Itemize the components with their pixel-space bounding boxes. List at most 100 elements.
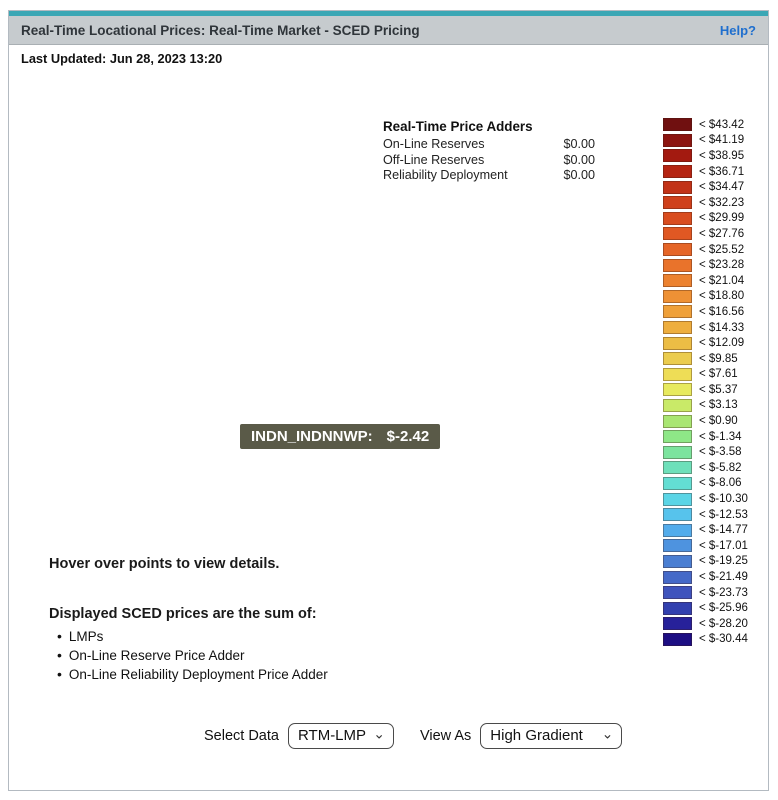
legend-entry: < $-23.73 — [663, 585, 748, 601]
legend-swatch — [663, 398, 692, 412]
tooltip-node-name: INDN_INDNNWP: — [251, 428, 373, 445]
legend-entry: < $-8.06 — [663, 476, 748, 492]
legend-label: < $36.71 — [699, 165, 745, 178]
legend-entry: < $27.76 — [663, 226, 748, 242]
legend-label: < $-8.06 — [699, 477, 742, 490]
legend-entry: < $29.99 — [663, 211, 748, 227]
select-data-dropdown[interactable]: RTM-LMP — [287, 723, 394, 749]
select-data-label: Select Data — [204, 728, 279, 744]
top-accent-bar — [9, 11, 768, 16]
legend-label: < $21.04 — [699, 274, 745, 287]
legend-label: < $32.23 — [699, 196, 745, 209]
price-adders-rows: On-Line Reserves $0.00 Off-Line Reserves $0… — [383, 137, 595, 184]
last-updated-label: Last Updated: Jun 28, 2023 13:20 — [21, 51, 223, 66]
hover-hint-text: Hover over points to view details. — [49, 556, 280, 572]
legend-swatch — [663, 227, 692, 241]
legend-swatch — [663, 165, 692, 179]
price-adder-row: Off-Line Reserves $0.00 — [383, 153, 595, 169]
legend-swatch — [663, 461, 692, 475]
legend-entry: < $21.04 — [663, 273, 748, 289]
legend-label: < $23.28 — [699, 259, 745, 272]
legend-label: < $-12.53 — [699, 508, 748, 521]
price-adder-value: $0.00 — [563, 168, 595, 182]
legend-label: < $-19.25 — [699, 555, 748, 568]
legend-swatch — [663, 336, 692, 350]
legend-entry: < $23.28 — [663, 257, 748, 273]
legend-swatch — [663, 211, 692, 225]
legend-swatch — [663, 133, 692, 147]
price-legend: < $43.42 < $41.19 < $38.95 < $36.71 < $34.47… — [663, 117, 748, 647]
legend-swatch — [663, 476, 692, 490]
legend-label: < $-1.34 — [699, 430, 742, 443]
legend-entry: < $-21.49 — [663, 569, 748, 585]
legend-swatch — [663, 243, 692, 257]
legend-entry: < $-25.96 — [663, 600, 748, 616]
sced-note: Displayed SCED prices are the sum of: LM… — [49, 606, 328, 684]
legend-entry: < $0.90 — [663, 413, 748, 429]
price-adder-label: On-Line Reserves — [383, 137, 485, 151]
legend-label: < $25.52 — [699, 243, 745, 256]
legend-swatch — [663, 632, 692, 646]
legend-label: < $-14.77 — [699, 524, 748, 537]
legend-label: < $43.42 — [699, 118, 745, 131]
legend-swatch — [663, 586, 692, 600]
legend-label: < $9.85 — [699, 352, 738, 365]
tooltip-price-value: $-2.42 — [386, 428, 430, 445]
legend-entry: < $12.09 — [663, 335, 748, 351]
legend-entry: < $5.37 — [663, 382, 748, 398]
legend-label: < $29.99 — [699, 212, 745, 225]
legend-label: < $-25.96 — [699, 602, 748, 615]
legend-label: < $-23.73 — [699, 586, 748, 599]
legend-label: < $-21.49 — [699, 571, 748, 584]
legend-entry: < $32.23 — [663, 195, 748, 211]
legend-entry: < $18.80 — [663, 289, 748, 305]
page-title: Real-Time Locational Prices: Real-Time M… — [21, 22, 420, 38]
price-adder-label: Off-Line Reserves — [383, 152, 485, 167]
legend-label: < $3.13 — [699, 399, 738, 412]
legend-label: < $27.76 — [699, 227, 745, 240]
legend-swatch — [663, 258, 692, 272]
legend-entry: < $-14.77 — [663, 522, 748, 538]
legend-label: < $-17.01 — [699, 539, 748, 552]
legend-swatch — [663, 492, 692, 506]
legend-swatch — [663, 305, 692, 319]
price-adder-value: $0.00 — [563, 137, 595, 151]
legend-entry: < $-28.20 — [663, 616, 748, 632]
view-as-dropdown[interactable]: High Gradient — [480, 723, 623, 749]
legend-label: < $-10.30 — [699, 493, 748, 506]
legend-label: < $0.90 — [699, 415, 738, 428]
price-adder-row: On-Line Reserves $0.00 — [383, 137, 595, 153]
legend-label: < $38.95 — [699, 149, 745, 162]
price-adders-title: Real-Time Price Adders — [383, 119, 533, 134]
legend-swatch — [663, 414, 692, 428]
legend-swatch — [663, 352, 692, 366]
legend-swatch — [663, 274, 692, 288]
legend-entry: < $43.42 — [663, 117, 748, 133]
header-bar: Real-Time Locational Prices: Real-Time M… — [9, 16, 768, 45]
price-tooltip: INDN_INDNNWP: $-2.42 — [240, 424, 441, 449]
legend-swatch — [663, 289, 692, 303]
legend-swatch — [663, 523, 692, 537]
sced-note-item: On-Line Reserve Price Adder — [57, 646, 328, 665]
legend-swatch — [663, 321, 692, 335]
legend-entry: < $-3.58 — [663, 444, 748, 460]
price-adder-value: $0.00 — [563, 152, 595, 167]
legend-swatch — [663, 508, 692, 522]
price-adder-row: Reliability Deployment $0.00 — [383, 168, 595, 184]
legend-label: < $14.33 — [699, 321, 745, 334]
legend-entry: < $41.19 — [663, 133, 748, 149]
legend-swatch — [663, 617, 692, 631]
help-link[interactable]: Help? — [719, 22, 756, 38]
legend-swatch — [663, 149, 692, 163]
legend-label: < $5.37 — [699, 383, 738, 396]
legend-swatch — [663, 383, 692, 397]
legend-entry: < $34.47 — [663, 179, 748, 195]
legend-label: < $-5.82 — [699, 461, 742, 474]
legend-swatch — [663, 180, 692, 194]
legend-label: < $12.09 — [699, 337, 745, 350]
legend-label: < $7.61 — [699, 368, 738, 381]
legend-entry: < $14.33 — [663, 320, 748, 336]
legend-label: < $-28.20 — [699, 617, 748, 630]
legend-entry: < $-1.34 — [663, 429, 748, 445]
legend-entry: < $3.13 — [663, 398, 748, 414]
